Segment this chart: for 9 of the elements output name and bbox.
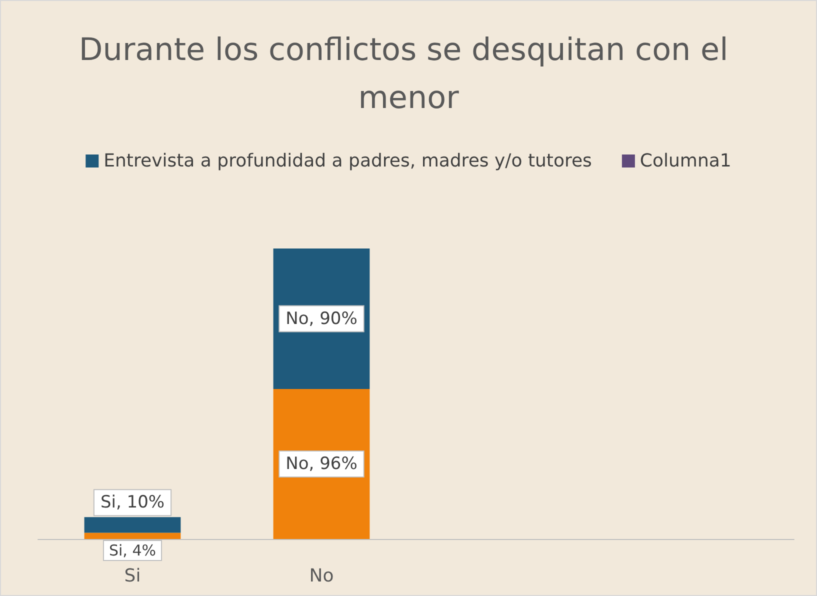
chart-title: Durante los conflictos se desquitan con el menor [78,32,738,116]
legend-label: Entrevista a profundidad a padres, madres y/o tutores [104,150,592,172]
data-label: No, 90% [286,308,358,329]
x-tick-label: Si [124,566,141,586]
data-label: No, 96% [286,454,358,474]
x-tick-label: No [309,566,334,586]
data-label: Si, 10% [100,492,165,513]
legend-label: Columna1 [640,150,732,172]
data-label: Si, 4% [108,542,156,560]
